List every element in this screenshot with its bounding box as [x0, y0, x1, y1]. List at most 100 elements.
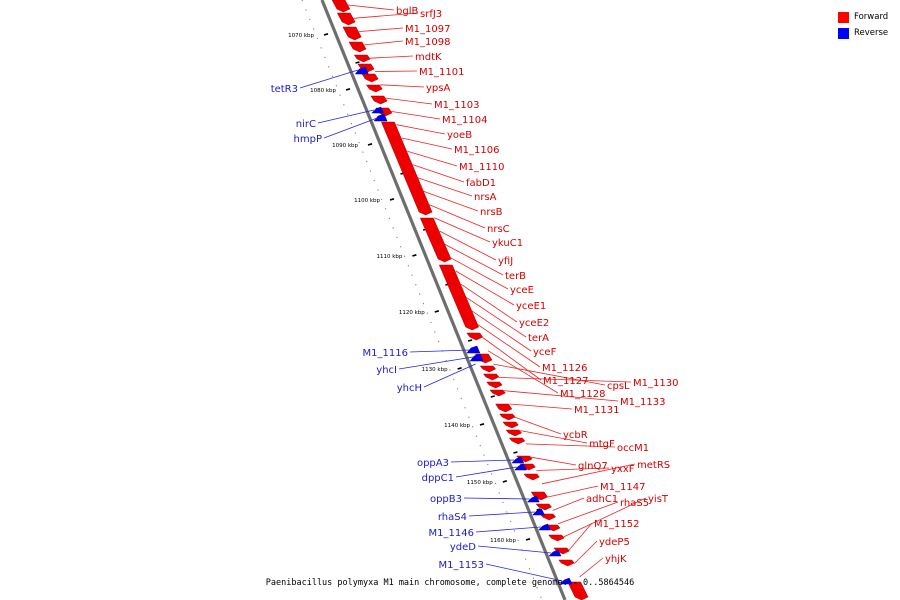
leader-line	[398, 356, 473, 370]
leader-line	[401, 137, 453, 150]
tick-label: 1100 kbp	[354, 198, 380, 204]
reverse-feature	[537, 523, 552, 531]
gene-label-m1-1130: M1_1130	[633, 378, 678, 389]
gene-label-adhc1: adhC1	[586, 494, 618, 505]
leader-line	[358, 27, 404, 32]
leader-line	[369, 55, 414, 59]
leader-line	[444, 244, 504, 276]
gene-label-yxxf: yxxF	[611, 464, 635, 475]
gene-label-m1-1146: M1_1146	[429, 528, 474, 539]
forward-feature	[486, 381, 503, 389]
gene-label-m1-1153: M1_1153	[439, 560, 484, 571]
gene-label-yoeb: yoeB	[447, 130, 472, 141]
forward-feature	[508, 437, 526, 445]
minor-tick	[467, 339, 473, 342]
gene-label-tera: terA	[528, 333, 549, 344]
label-leader-lines	[299, 4, 647, 582]
leader-line	[531, 456, 577, 466]
tick-mark	[479, 423, 485, 426]
gene-label-glnq7: glnQ7	[578, 461, 608, 472]
leader-line	[482, 337, 542, 381]
gene-labels: bglB srfJ3 M1_1097 M1_1098 mdtK M1_1101 ypsA M1…	[271, 6, 679, 571]
reverse-feature	[531, 508, 546, 516]
gene-label-m1-1116: M1_1116	[363, 348, 408, 359]
gene-label-m1-1127: M1_1127	[543, 376, 588, 387]
genome-caption: Paenibacillus polymyxa M1 main chromosom…	[265, 578, 635, 588]
leader-line	[409, 349, 471, 353]
leader-line	[439, 230, 497, 261]
forward-feature	[548, 534, 565, 542]
forward-swatch	[838, 11, 849, 23]
leader-line	[385, 97, 433, 105]
leader-line	[509, 403, 573, 410]
leader-line	[573, 540, 598, 564]
forward-feature	[381, 121, 433, 216]
tick-mark	[502, 480, 508, 483]
leader-line	[396, 124, 446, 135]
gene-label-ycee: yceE	[510, 285, 534, 296]
leader-line	[536, 467, 610, 471]
forward-feature	[553, 547, 570, 555]
tick-mark	[389, 198, 395, 201]
leader-line	[391, 111, 441, 120]
reverse-feature	[559, 577, 573, 585]
gene-label-yhjk: yhjK	[605, 554, 627, 565]
leader-line	[450, 459, 515, 463]
gene-label-m1-1131: M1_1131	[574, 405, 619, 416]
minor-tick	[355, 61, 360, 64]
gene-label-hmpp: hmpP	[294, 134, 322, 145]
tick-label: 1080 kbp	[310, 88, 336, 94]
leader-line	[374, 70, 418, 72]
gene-label-mdtk: mdtK	[415, 52, 442, 63]
gene-label-yhch: yhcH	[397, 383, 422, 394]
gene-label-m1-1103: M1_1103	[434, 100, 479, 111]
gene-label-terb: terB	[505, 271, 526, 282]
legend-reverse-label: Reverse	[854, 28, 889, 38]
legend-reverse: Reverse	[838, 25, 888, 41]
gene-label-srfj3: srfJ3	[420, 9, 442, 20]
leader-line	[477, 323, 541, 368]
gene-label-oppa3: oppA3	[417, 458, 449, 469]
gene-label-m1-1101: M1_1101	[419, 67, 464, 78]
gene-label-ypsa: ypsA	[426, 83, 450, 94]
gene-label-yfij: yfiJ	[498, 256, 513, 267]
chromosome-backbone	[320, 0, 567, 600]
gene-label-mtgf: mtgF	[589, 439, 615, 450]
gene-label-bglb: bglB	[396, 6, 418, 17]
leader-line	[525, 443, 616, 448]
gene-label-dppc1: dppC1	[422, 473, 454, 484]
tick-label: 1160 kbp	[490, 538, 516, 544]
tick-label: 1150 kbp	[467, 480, 493, 486]
gene-label-occm1: occM1	[617, 443, 649, 454]
gene-features	[331, 0, 589, 600]
tick-label: 1140 kbp	[444, 423, 470, 429]
leader-line	[412, 164, 465, 183]
tick-mark	[345, 88, 351, 91]
leader-line	[520, 430, 588, 444]
forward-feature	[558, 559, 575, 567]
forward-feature	[502, 421, 519, 429]
legend: Forward Reverse	[838, 9, 888, 41]
forward-feature	[482, 373, 500, 381]
leader-line	[364, 40, 404, 46]
tick-mark	[457, 367, 462, 370]
gene-label-nirc: nirC	[296, 119, 316, 130]
leader-line	[493, 363, 606, 386]
reverse-feature	[354, 66, 369, 75]
gene-label-cpsl: cpsL	[607, 381, 630, 392]
gene-label-nrsb: nrsB	[480, 207, 503, 218]
forward-feature	[419, 217, 452, 263]
forward-feature	[523, 473, 540, 481]
forward-feature	[353, 54, 371, 63]
leader-line	[471, 310, 532, 352]
tick-mark	[323, 33, 329, 36]
gene-label-ycee1: yceE1	[516, 301, 546, 312]
leader-line	[417, 177, 473, 197]
leader-line	[463, 497, 530, 500]
leader-line	[423, 190, 479, 212]
gene-label-yist: yisT	[648, 494, 669, 505]
forward-feature	[499, 413, 516, 421]
forward-feature	[479, 365, 497, 373]
forward-feature	[567, 581, 589, 600]
gene-label-m1-1128: M1_1128	[560, 389, 605, 400]
